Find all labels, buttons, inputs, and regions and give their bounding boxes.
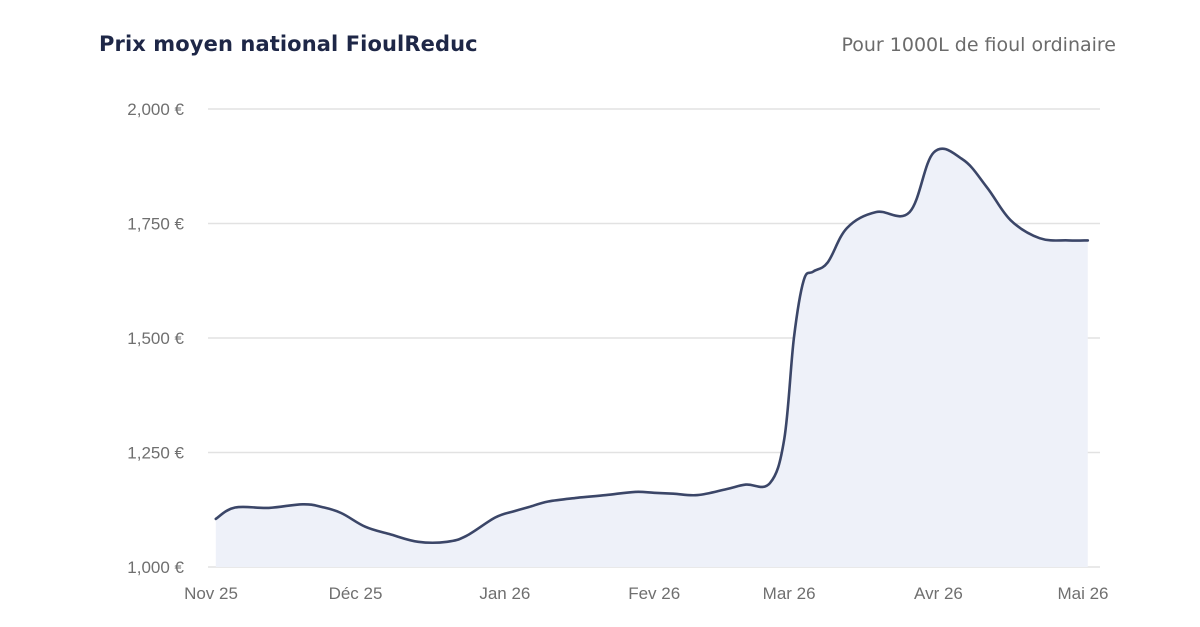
data-point[interactable]: [444, 539, 450, 545]
data-point[interactable]: [632, 489, 638, 495]
data-point[interactable]: [362, 524, 368, 530]
series-line: [213, 147, 1091, 545]
x-axis: Nov 25 Déc 25 Jan 26 Fev 26 Mar 26 Avr 26 Mai …: [184, 584, 1108, 603]
data-point[interactable]: [671, 491, 677, 497]
data-point[interactable]: [651, 490, 657, 496]
data-point[interactable]: [574, 495, 580, 501]
data-point[interactable]: [319, 504, 325, 510]
x-tick-label: Nov 25: [184, 584, 238, 603]
data-point[interactable]: [984, 184, 990, 190]
y-tick-label: 1,250 €: [127, 444, 184, 463]
x-tick-label: Mai 26: [1057, 584, 1108, 603]
data-point[interactable]: [825, 259, 831, 265]
chart-subtitle: Pour 1000L de fioul ordinaire: [841, 34, 1116, 56]
y-axis: 1,000 € 1,250 € 1,500 € 1,750 € 2,000 €: [127, 100, 184, 577]
data-point[interactable]: [724, 486, 730, 492]
x-tick-label: Mar 26: [763, 584, 816, 603]
chart-title: Prix moyen national FioulReduc: [99, 32, 478, 56]
x-tick-label: Déc 25: [329, 584, 383, 603]
data-point[interactable]: [526, 504, 532, 510]
data-point[interactable]: [300, 501, 306, 507]
data-point[interactable]: [415, 539, 421, 545]
data-point[interactable]: [844, 225, 850, 231]
data-point[interactable]: [743, 482, 749, 488]
data-point[interactable]: [695, 492, 701, 498]
data-point[interactable]: [873, 209, 879, 215]
series-area: [215, 148, 1088, 568]
y-tick-label: 1,500 €: [127, 329, 184, 348]
data-point[interactable]: [1008, 217, 1014, 223]
y-tick-label: 1,000 €: [127, 558, 184, 577]
x-tick-label: Jan 26: [479, 584, 530, 603]
data-point[interactable]: [960, 156, 966, 162]
data-point[interactable]: [213, 516, 219, 522]
data-point[interactable]: [767, 480, 773, 486]
data-point[interactable]: [603, 492, 609, 498]
data-point[interactable]: [907, 209, 913, 215]
y-tick-label: 2,000 €: [127, 100, 184, 119]
area-fill: [215, 148, 1088, 568]
data-point[interactable]: [791, 335, 797, 341]
data-point[interactable]: [492, 515, 498, 521]
data-point[interactable]: [386, 531, 392, 537]
data-point[interactable]: [338, 510, 344, 516]
data-point[interactable]: [545, 499, 551, 505]
x-tick-label: Avr 26: [914, 584, 963, 603]
data-point[interactable]: [810, 269, 816, 275]
data-point[interactable]: [266, 505, 272, 511]
data-point[interactable]: [1085, 237, 1091, 243]
data-point[interactable]: [1066, 237, 1072, 243]
data-point[interactable]: [931, 150, 937, 156]
data-point[interactable]: [512, 508, 518, 514]
data-point[interactable]: [781, 436, 787, 442]
y-tick-label: 1,750 €: [127, 215, 184, 234]
series-line-path: [214, 147, 1090, 545]
data-point[interactable]: [1037, 235, 1043, 241]
x-tick-label: Fev 26: [628, 584, 680, 603]
data-point[interactable]: [463, 533, 469, 539]
data-point[interactable]: [232, 505, 238, 511]
data-point[interactable]: [801, 278, 807, 284]
